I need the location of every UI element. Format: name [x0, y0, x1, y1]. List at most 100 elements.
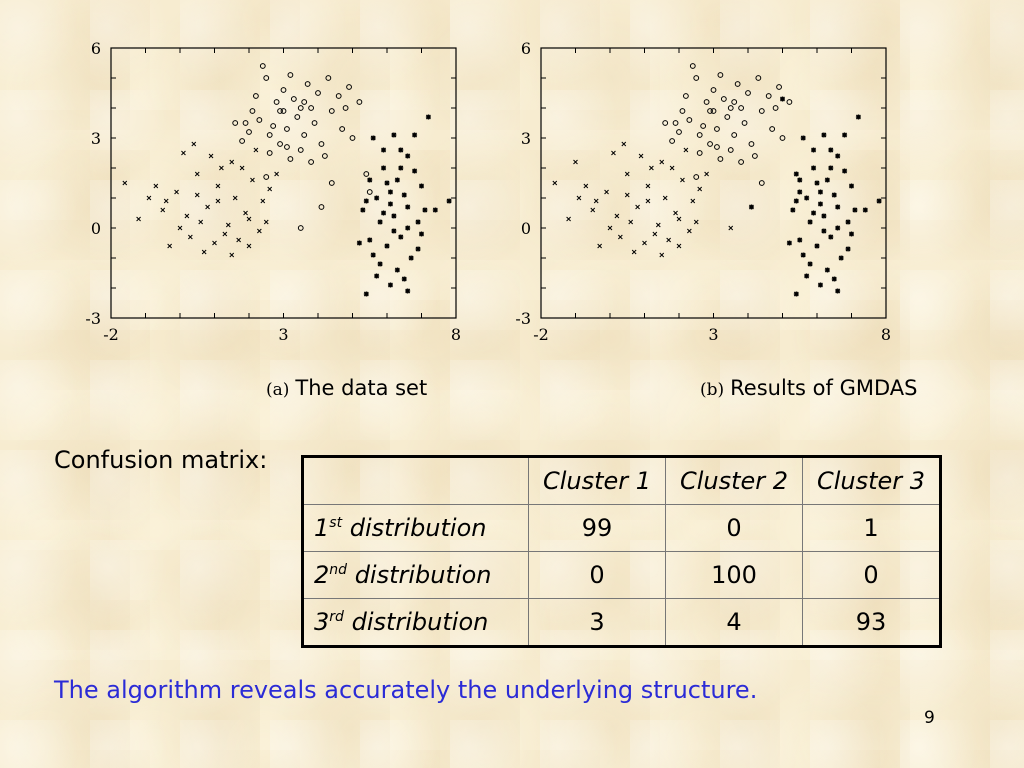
data-point-circle	[263, 174, 270, 180]
data-point-x	[215, 183, 221, 189]
data-point-star	[360, 207, 366, 213]
data-point-x	[652, 231, 658, 237]
data-point-star	[790, 207, 796, 213]
data-point-x	[243, 210, 248, 216]
data-point-circle	[769, 126, 776, 132]
row-label: distribution	[354, 561, 492, 589]
data-point-star	[405, 225, 411, 231]
data-point-circle	[676, 129, 682, 135]
data-point-circle	[301, 132, 308, 138]
data-point-circle	[315, 90, 321, 96]
data-point-star	[835, 204, 841, 210]
data-point-x	[201, 249, 207, 255]
data-point-x	[686, 228, 692, 234]
data-point-circle	[741, 120, 748, 126]
data-point-circle	[710, 87, 717, 93]
data-point-x	[590, 207, 596, 213]
data-point-x	[673, 210, 678, 216]
data-point-circle	[765, 93, 772, 99]
data-point-star	[835, 288, 841, 294]
table-cell: 4	[665, 598, 803, 647]
data-point-x	[177, 225, 183, 231]
data-point-x	[552, 180, 558, 186]
data-point-x	[680, 177, 685, 183]
data-point-circle	[287, 156, 294, 162]
data-point-star	[811, 165, 817, 171]
data-point-x	[267, 186, 273, 192]
data-point-star	[412, 132, 418, 138]
data-point-star	[367, 237, 373, 243]
data-point-circle	[727, 105, 734, 111]
data-point-circle	[755, 75, 762, 81]
data-point-circle	[311, 120, 318, 126]
data-point-star	[391, 132, 397, 138]
data-point-star	[845, 219, 851, 225]
data-point-star	[828, 234, 834, 240]
data-point-star	[356, 240, 362, 246]
data-point-star	[412, 168, 418, 174]
data-point-circle	[263, 75, 270, 81]
data-point-star	[374, 195, 380, 201]
data-point-circle	[277, 108, 283, 114]
table-cell: 1	[802, 504, 941, 552]
data-point-x	[229, 159, 235, 165]
data-point-star	[797, 237, 803, 243]
table-cell: 3	[528, 598, 666, 647]
table-cell: 99	[528, 504, 666, 552]
row-label: distribution	[351, 608, 489, 636]
table-cell: 0	[665, 504, 803, 552]
data-point-circle	[270, 123, 277, 129]
data-point-circle	[672, 120, 679, 126]
data-point-star	[398, 147, 404, 153]
data-point-x	[219, 165, 224, 171]
data-point-circle	[297, 105, 304, 111]
confusion-matrix-label: Confusion matrix:	[54, 446, 268, 474]
data-point-circle	[696, 132, 703, 138]
row-ordinal-suffix: rd	[329, 609, 344, 625]
data-point-circle	[758, 180, 765, 186]
data-point-star	[419, 231, 424, 237]
data-point-circle	[693, 174, 700, 180]
data-point-star	[807, 261, 813, 267]
data-point-circle	[758, 108, 765, 114]
data-point-circle	[776, 84, 782, 90]
row-label: distribution	[349, 514, 487, 542]
data-point-star	[821, 132, 827, 138]
data-point-circle	[714, 144, 720, 150]
data-point-star	[793, 291, 799, 297]
data-point-circle	[249, 108, 256, 114]
row-ordinal-number: 3	[314, 608, 330, 636]
data-point-star	[363, 291, 369, 297]
data-point-x	[614, 213, 620, 219]
data-point-star	[786, 240, 792, 246]
data-point-x	[573, 159, 578, 165]
data-point-x	[260, 198, 266, 204]
data-point-star	[793, 171, 799, 177]
table-row: 3rd distribution 3 4 93	[302, 598, 941, 647]
data-point-star	[405, 288, 411, 294]
data-point-circle	[297, 225, 304, 231]
data-point-circle	[284, 144, 290, 150]
data-point-circle	[284, 126, 290, 132]
row-ordinal-number: 2	[314, 561, 330, 589]
scatter-plot-a: -2 3 8 -3 0 3 6	[85, 39, 461, 344]
data-point-star	[797, 189, 803, 195]
data-point-x	[666, 237, 672, 243]
data-point-star	[842, 132, 848, 138]
data-point-star	[446, 198, 452, 204]
data-point-star	[381, 165, 387, 171]
y-tick-label: 0	[91, 219, 101, 238]
data-point-circle	[707, 141, 713, 147]
caption-b-tag: (b)	[700, 380, 725, 400]
data-point-x	[621, 141, 627, 147]
data-point-star	[855, 114, 861, 120]
data-point-circle	[717, 72, 724, 78]
data-point-x	[676, 216, 682, 222]
data-point-star	[831, 276, 837, 282]
data-point-star	[398, 165, 404, 171]
data-point-x	[624, 192, 630, 198]
data-point-x	[263, 219, 269, 225]
data-point-x	[676, 243, 682, 249]
caption-a-text: The data set	[295, 376, 428, 400]
data-point-circle	[301, 99, 308, 105]
